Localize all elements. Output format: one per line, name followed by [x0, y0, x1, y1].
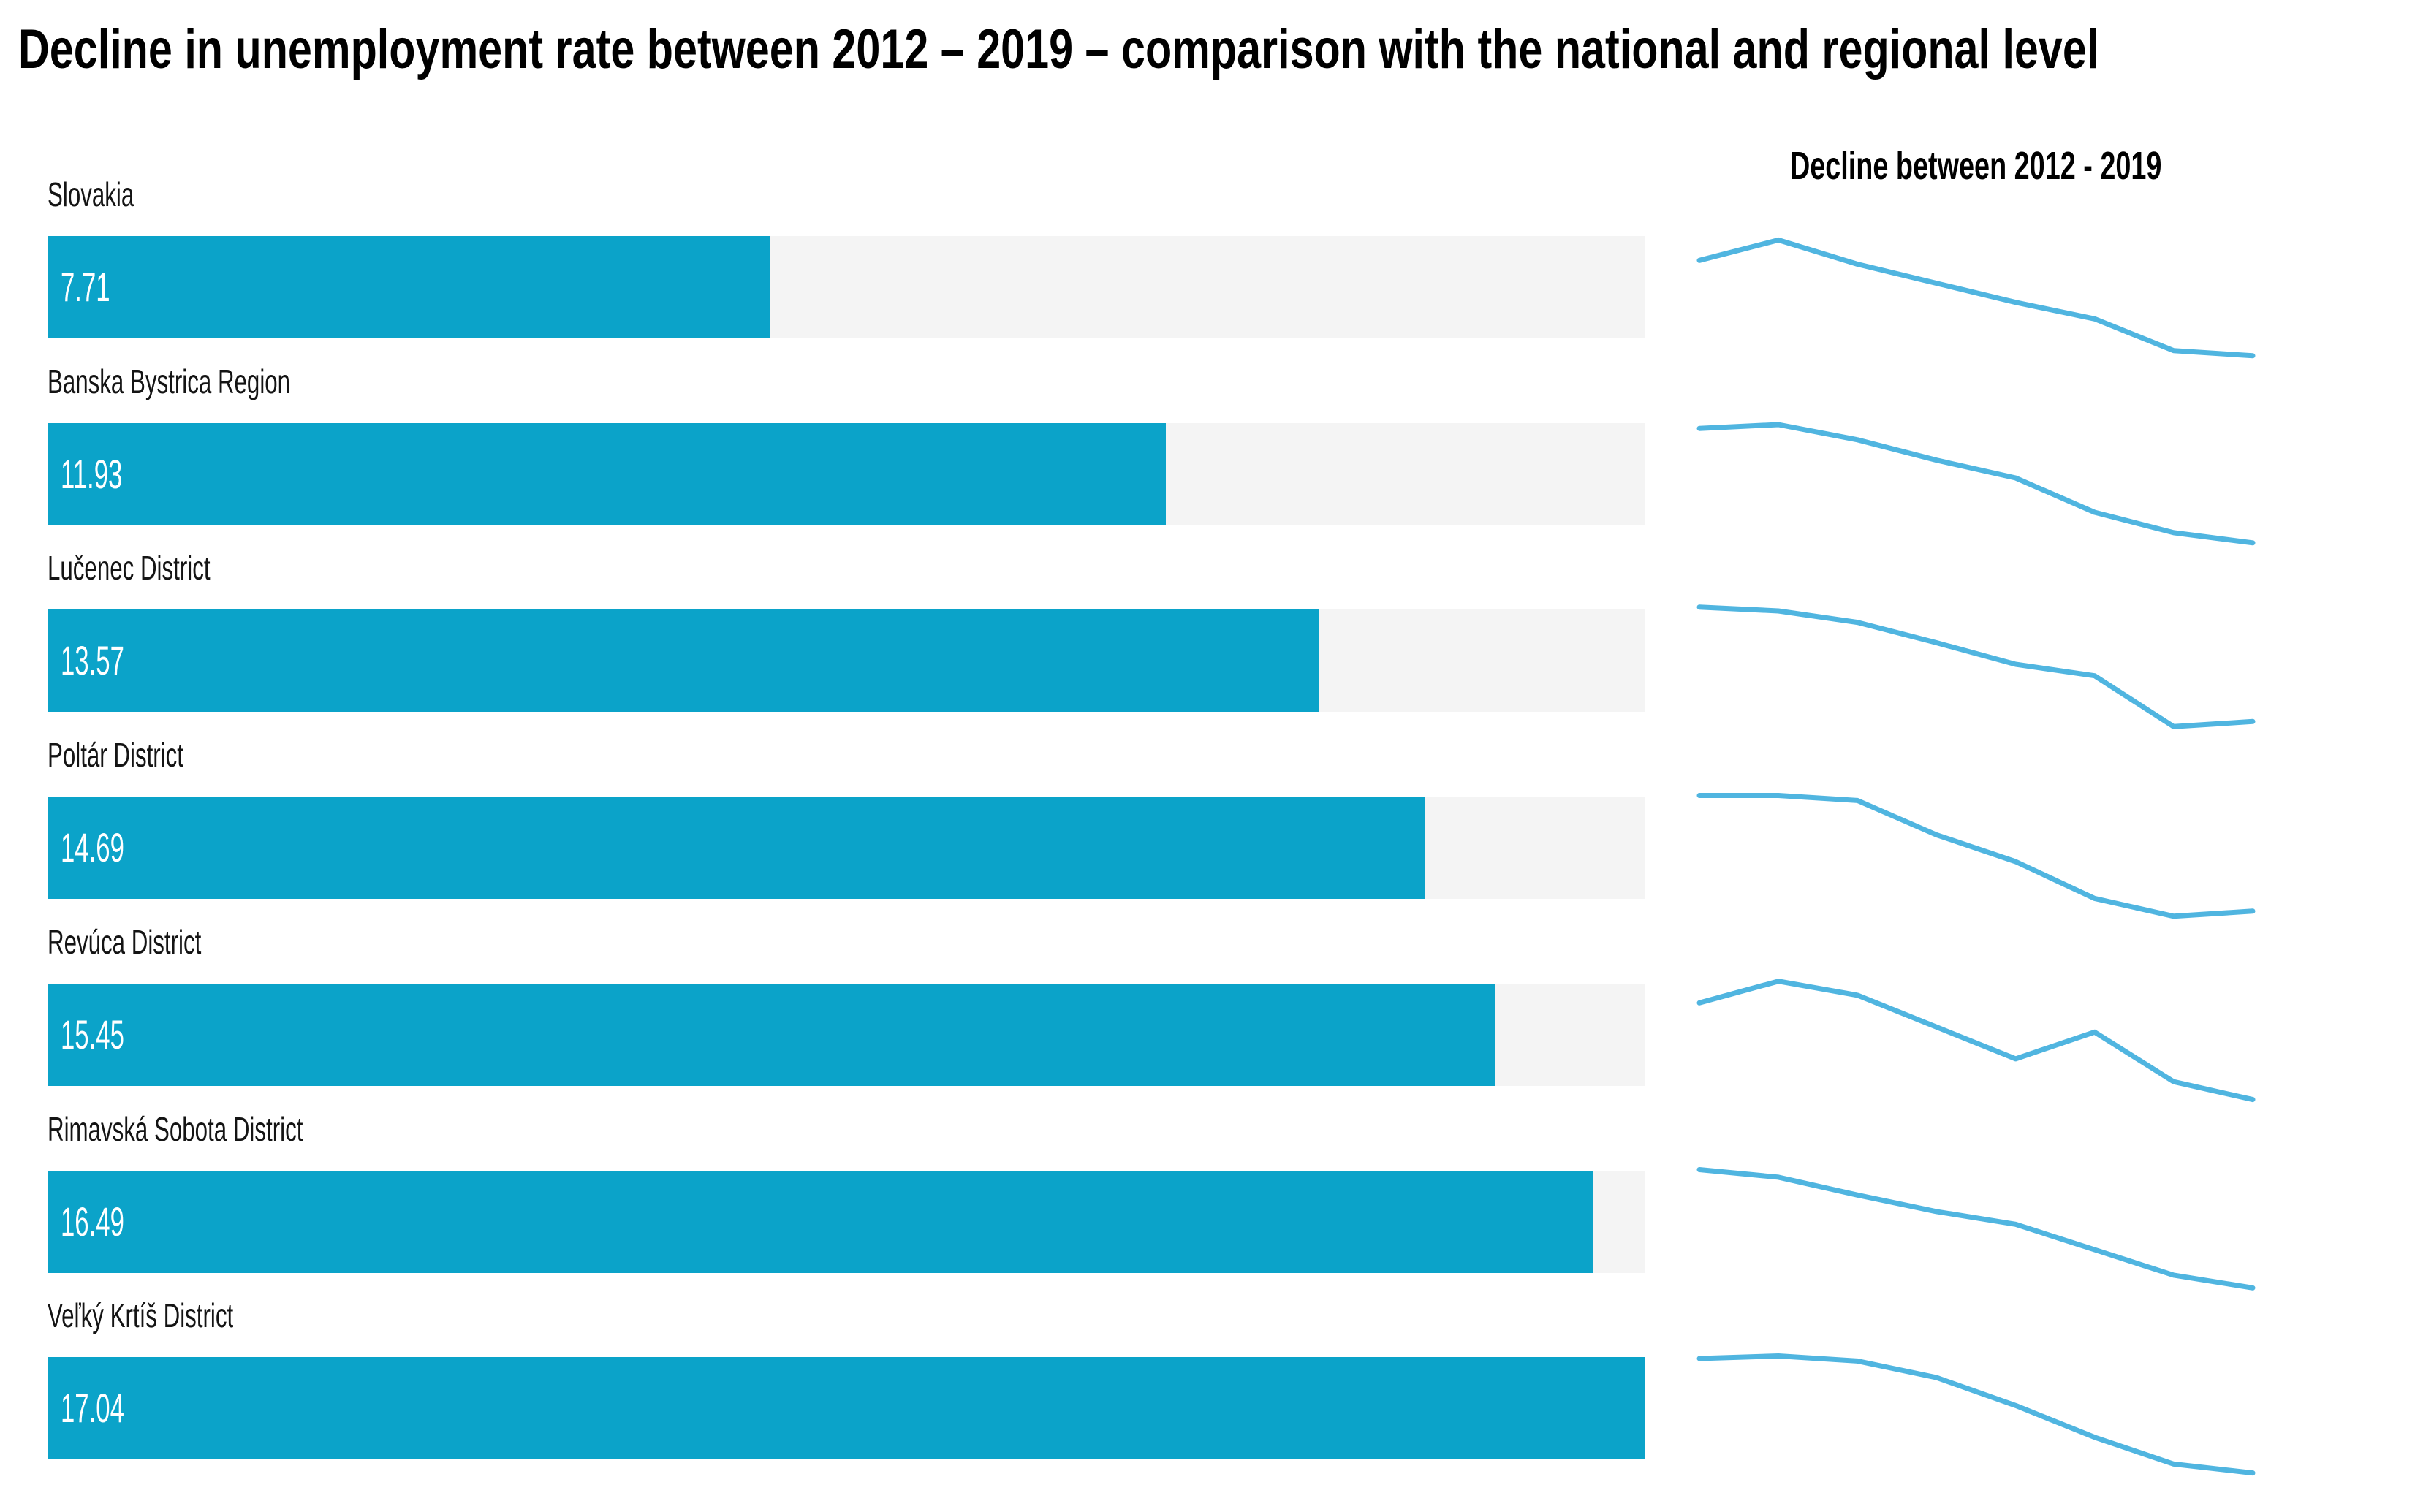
bar-value: 7.71 [48, 267, 140, 308]
row-label-text: Rimavská Sobota District [48, 1110, 303, 1148]
bar-value: 13.57 [48, 640, 163, 681]
bar-value-text: 17.04 [61, 1385, 124, 1431]
sparkline-svg [1696, 237, 2256, 359]
sparkline-path [1696, 604, 2256, 729]
bar-track: 17.04 [48, 1357, 1645, 1459]
sparkline-chart [1694, 1348, 2259, 1486]
bar-value-text: 15.45 [61, 1011, 124, 1057]
bar-track: 11.93 [48, 423, 1645, 525]
sparkline-path [1696, 237, 2256, 359]
row-label-text: Slovakia [48, 175, 134, 213]
sparkline-panel-title: Decline between 2012 - 2019 [1694, 146, 2259, 186]
sparkline-chart [1694, 600, 2259, 739]
bar-fill: 7.71 [48, 236, 770, 338]
sparkline-path [1696, 793, 2256, 919]
bar-track: 7.71 [48, 236, 1645, 338]
bar-track: 13.57 [48, 609, 1645, 712]
bar-value-text: 13.57 [61, 637, 124, 683]
bar-value: 16.49 [48, 1201, 163, 1242]
row-label: Banska Bystrica Region [48, 365, 404, 398]
bar-fill: 11.93 [48, 423, 1166, 525]
bar-value: 11.93 [48, 454, 160, 495]
sparkline-svg [1696, 793, 2256, 919]
bar-fill: 15.45 [48, 984, 1496, 1086]
row-label-text: Banska Bystrica Region [48, 362, 291, 400]
sparkline-path [1696, 1353, 2256, 1476]
sparkline-svg [1696, 1353, 2256, 1476]
bar-track: 16.49 [48, 1171, 1645, 1273]
sparkline-svg [1696, 604, 2256, 729]
row-label-text: Lučenec District [48, 549, 211, 587]
row-label: Revúca District [48, 925, 273, 959]
sparkline-path [1696, 1167, 2256, 1291]
bar-value-text: 7.71 [61, 264, 110, 310]
row-label: Veľký Krtíš District [48, 1299, 321, 1332]
sparkline-panel-title-text: Decline between 2012 - 2019 [1790, 144, 2162, 188]
bar-value-text: 16.49 [61, 1198, 124, 1245]
sparkline-chart [1694, 227, 2259, 365]
bar-track: 15.45 [48, 984, 1645, 1086]
sparkline-path [1696, 422, 2256, 546]
bar-value-text: 11.93 [61, 451, 123, 497]
sparkline-svg [1696, 979, 2256, 1103]
bar-value-text: 14.69 [61, 824, 124, 870]
sparkline-svg [1696, 422, 2256, 546]
bar-value: 14.69 [48, 827, 163, 868]
sparkline-chart [1694, 974, 2259, 1113]
page-title-text: Decline in unemployment rate between 201… [18, 18, 2099, 80]
bar-fill: 16.49 [48, 1171, 1593, 1273]
bar-fill: 17.04 [48, 1357, 1645, 1459]
bar-fill: 13.57 [48, 609, 1320, 712]
row-label: Lučenec District [48, 551, 287, 585]
bar-value: 15.45 [48, 1014, 163, 1055]
sparkline-svg [1696, 1167, 2256, 1291]
sparkline-chart [1694, 787, 2259, 926]
page-title: Decline in unemployment rate between 201… [18, 22, 2434, 77]
bar-value: 17.04 [48, 1388, 163, 1429]
row-label: Poltár District [48, 738, 247, 772]
row-label-text: Veľký Krtíš District [48, 1296, 234, 1334]
row-label-text: Revúca District [48, 923, 202, 961]
sparkline-chart [1694, 414, 2259, 552]
bar-fill: 14.69 [48, 797, 1425, 899]
sparkline-chart [1694, 1161, 2259, 1300]
sparkline-path [1696, 979, 2256, 1103]
row-label: Slovakia [48, 178, 175, 211]
bar-track: 14.69 [48, 797, 1645, 899]
row-label: Rimavská Sobota District [48, 1112, 423, 1146]
row-label-text: Poltár District [48, 736, 183, 774]
